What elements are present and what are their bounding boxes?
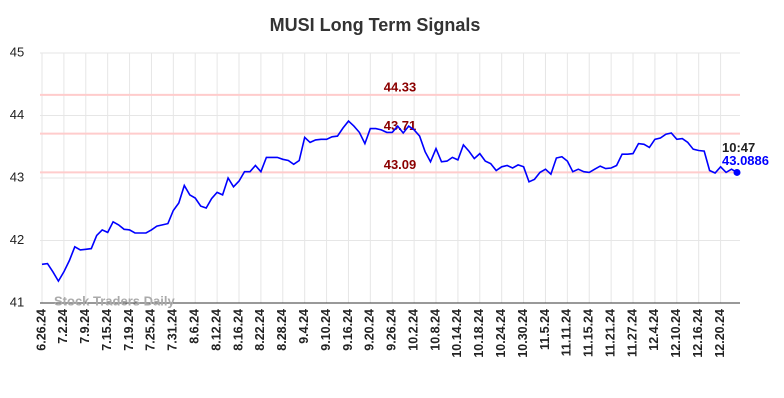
x-tick-label: 8.22.24	[253, 309, 267, 351]
y-tick-label: 42	[10, 232, 24, 247]
x-tick-label: 11.15.24	[582, 309, 596, 357]
x-tick-label: 7.19.24	[122, 309, 136, 351]
x-tick-label: 10.14.24	[450, 309, 464, 358]
chart-title: MUSI Long Term Signals	[270, 15, 481, 35]
last-value: 43.0886	[722, 153, 769, 168]
x-tick-label: 10.8.24	[428, 309, 442, 351]
price-line	[41, 119, 738, 283]
x-tick-label: 7.15.24	[100, 309, 114, 351]
x-tick-label: 11.11.24	[560, 309, 574, 356]
x-tick-label: 8.6.24	[188, 309, 202, 344]
x-tick-label: 8.12.24	[209, 309, 223, 351]
x-tick-label: 7.9.24	[78, 309, 92, 344]
x-tick-label: 9.20.24	[363, 309, 377, 351]
level-label: 43.09	[384, 157, 417, 172]
x-tick-label: 10.2.24	[406, 309, 420, 351]
x-tick-label: 12.20.24	[713, 309, 727, 358]
x-tick-label: 7.2.24	[56, 309, 70, 344]
x-tick-label: 12.16.24	[691, 309, 705, 358]
x-tick-label: 9.16.24	[341, 309, 355, 351]
x-tick-label: 12.4.24	[647, 309, 661, 351]
x-tick-label: 9.4.24	[297, 309, 311, 344]
y-tick-label: 44	[10, 107, 24, 122]
x-tick-label: 6.26.24	[34, 309, 48, 351]
x-tick-label: 10.24.24	[494, 309, 508, 358]
watermark: Stock Traders Daily	[54, 293, 175, 308]
y-tick-label: 43	[10, 169, 24, 184]
x-tick-label: 8.16.24	[231, 309, 245, 351]
y-tick-label: 45	[10, 44, 24, 59]
x-tick-label: 10.18.24	[472, 309, 486, 358]
x-tick-label: 11.5.24	[538, 309, 552, 350]
x-tick-label: 12.10.24	[669, 309, 683, 358]
last-point	[733, 168, 741, 176]
x-tick-label: 8.28.24	[275, 309, 289, 351]
last-time: 10:47	[722, 140, 755, 155]
y-tick-label: 41	[10, 294, 24, 309]
x-tick-label: 11.27.24	[625, 309, 639, 357]
x-tick-label: 11.21.24	[603, 309, 617, 357]
level-label: 43.71	[384, 118, 417, 133]
x-tick-label: 10.30.24	[516, 309, 530, 358]
x-tick-label: 9.10.24	[319, 309, 333, 351]
x-tick-label: 7.31.24	[166, 309, 180, 351]
level-label: 44.33	[384, 79, 417, 94]
x-tick-label: 9.26.24	[385, 309, 399, 351]
x-tick-label: 7.25.24	[144, 309, 158, 351]
